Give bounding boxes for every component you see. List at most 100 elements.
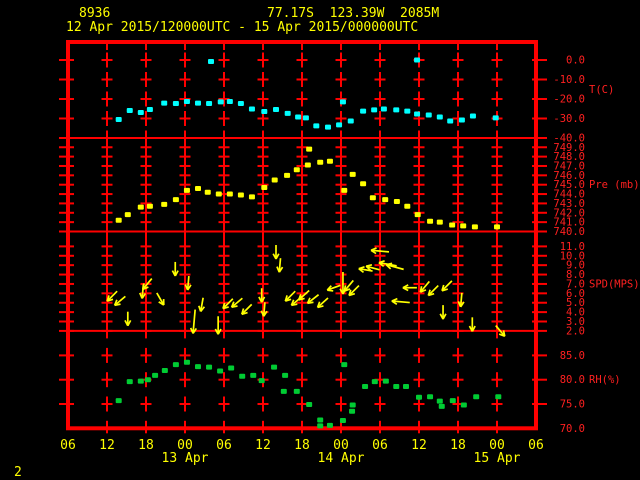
wind-arrow-shaft [317,297,329,309]
pressure-tick-label: 744.0 [553,189,585,201]
wind-arrow-head [141,283,145,290]
wind-arrow-head [276,266,281,273]
humidity-point [126,379,133,385]
x-hour-label: 12 [255,438,271,453]
temperature-point [195,100,201,106]
temperature-point [248,106,255,112]
wind-arrow-shaft [231,297,243,308]
pressure-point [369,195,376,201]
wind-arrow-head [171,270,176,277]
wind-arrow-head [316,301,321,308]
wind-arrow-shaft [114,295,126,307]
wind-arrow-head [290,299,295,306]
humidity-point [438,403,445,409]
wind-arrow-shaft [241,303,253,315]
temperature-point [302,115,309,121]
temperature-point [313,123,320,129]
humidity-point [403,384,409,390]
temperature-point [273,107,279,113]
humidity-point [195,364,201,370]
wind-arrow-shaft [278,258,282,273]
x-date-label: 14 Apr [318,451,365,466]
wind_speed-tick-label: 5.0 [566,297,585,309]
temperature-point [183,99,190,105]
x-date-label: 15 Apr [474,451,521,466]
humidity-tick-label: 85.0 [560,350,585,362]
x-hour-label: 12 [411,438,427,453]
pressure-point [414,212,421,218]
wind-arrow-shaft [262,302,266,317]
pressure-tick-label: 740.0 [553,226,585,238]
wind-arrow-shaft [326,284,341,291]
pressure-tick-label: 749.0 [553,142,585,154]
humidity-point [341,362,348,368]
wind-arrow-head [348,289,352,296]
temperature-point [414,111,421,117]
wind_speed-tick-label: 6.0 [566,288,585,300]
pressure-point [317,159,324,165]
humidity-point [317,423,324,429]
temperature-tick-label: -10.0 [553,74,585,86]
pressure-point [436,219,443,225]
wind_speed-tick-label: 11.0 [560,241,585,253]
temperature-point [380,106,387,112]
temperature-point [404,108,411,114]
wind-arrow-shaft [307,293,320,304]
wind-arrow-head [297,293,302,301]
x-hour-label: 18 [450,438,466,453]
wind-arrow-head [386,262,393,266]
wind-arrow-shaft [348,284,360,297]
pressure-tick-label: 745.0 [553,179,585,191]
wind_speed-tick-label: 8.0 [566,269,585,281]
wind-arrow-shaft [427,284,439,297]
temperature-point [347,118,354,124]
humidity-point [436,398,443,404]
x-hour-label: 18 [294,438,310,453]
wind-arrow-shaft [358,267,373,272]
humidity-point [280,388,287,394]
pressure-point [137,204,144,210]
wind-arrow-shaft [386,263,404,271]
temperature-point [469,113,476,119]
wind-arrow-shaft [370,249,390,253]
pressure-tick-label: 747.0 [553,160,585,172]
x-date-label: 13 Apr [162,451,209,466]
pressure-point [195,185,201,191]
temperature-point [339,99,346,105]
temperature-point [126,108,133,114]
temperature-point [325,124,331,130]
wind-arrow-head [419,286,423,293]
wind-arrow-head [158,301,165,306]
wind-arrow-shaft [459,292,463,307]
humidity-point [228,365,235,371]
pressure-tick-label: 748.0 [553,151,585,163]
wind-arrow-head [441,284,445,292]
wind_speed-tick-label: 3.0 [566,316,585,328]
wind-arrow-head [284,295,288,302]
wind-arrow-shaft [419,280,431,293]
time-period: 12 Apr 2015/120000UTC - 15 Apr 2015/0000… [66,20,419,35]
wind_speed-tick-label: 2.0 [566,325,585,337]
temperature-point [115,116,122,122]
pressure-point [341,187,348,193]
temperature-point [146,107,153,113]
temperature-point [261,108,268,114]
wind-arrow-head [498,333,506,338]
pressure-point [304,162,311,168]
temperature-tick-label: -20.0 [553,94,585,106]
humidity-point [271,364,278,370]
x-hour-label: 12 [99,438,115,453]
wind-arrow-head [230,301,235,308]
temperature-point [137,109,144,115]
wind-arrow-head [365,263,373,268]
wind-arrow-shaft [186,275,190,291]
humidity-point [473,394,480,400]
humidity-point [250,372,257,378]
wind-arrow-head [138,292,143,299]
pressure-point [460,223,467,229]
humidity-point [258,378,265,384]
wind-arrow-head [468,325,474,332]
temperature-tick-label: -30.0 [553,113,585,125]
pressure-point [172,197,179,203]
pressure-point [226,191,233,197]
